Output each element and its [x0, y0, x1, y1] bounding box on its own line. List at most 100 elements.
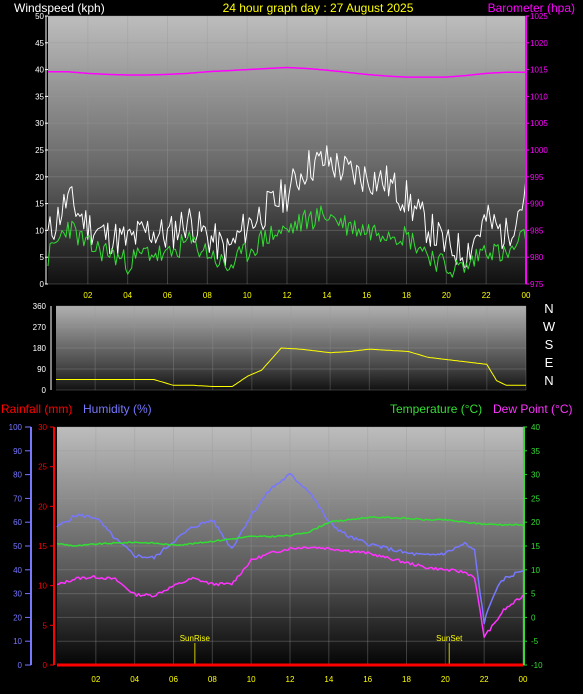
- x-tick-label: 18: [402, 291, 411, 300]
- temperature-label: Temperature (°C): [390, 402, 482, 416]
- barometer-tick-label: 975: [530, 280, 544, 289]
- gust-series: [47, 145, 527, 268]
- humidity-tick-label: 10: [13, 637, 22, 646]
- humidity-tick-label: 70: [13, 494, 22, 503]
- temperature-tick-label: -5: [531, 637, 539, 646]
- barometer-tick-label: 1000: [530, 146, 548, 155]
- x-tick-label: 04: [123, 291, 132, 300]
- windspeed-tick-label: 50: [35, 12, 44, 21]
- rain-tick-label: 5: [43, 621, 48, 630]
- sun-annotation: SunSet: [436, 634, 463, 643]
- direction-series: [56, 347, 526, 387]
- barometer-tick-label: 995: [530, 173, 544, 182]
- direction-tick-label: 180: [33, 344, 47, 353]
- direction-tick-label: 0: [42, 386, 47, 395]
- rain-tick-label: 0: [43, 661, 48, 670]
- rain-tick-label: 10: [38, 582, 47, 591]
- temperature-tick-label: 15: [531, 542, 540, 551]
- x-tick-label: 22: [480, 675, 489, 684]
- barometer-tick-label: 1025: [530, 12, 548, 21]
- temperature-tick-label: 10: [531, 566, 540, 575]
- barometer-tick-label: 980: [530, 253, 544, 262]
- climate-panel-bg: [57, 427, 523, 665]
- humidity-tick-label: 60: [13, 518, 22, 527]
- x-tick-label: 12: [283, 291, 292, 300]
- x-tick-label: 08: [208, 675, 217, 684]
- humidity-label: Humidity (%): [83, 402, 152, 416]
- humidity-tick-label: 80: [13, 471, 22, 480]
- x-tick-label: 20: [442, 291, 451, 300]
- temperature-tick-label: 5: [531, 590, 536, 599]
- temperature-tick-label: 30: [531, 471, 540, 480]
- axis-layer: 0510152025303540455097598098599099510001…: [9, 12, 549, 684]
- temperature-tick-label: 35: [531, 447, 540, 456]
- x-tick-label: 08: [203, 291, 212, 300]
- temperature-tick-label: 20: [531, 518, 540, 527]
- x-tick-label: 10: [243, 291, 252, 300]
- windspeed-tick-label: 45: [35, 39, 44, 48]
- sun-annotation: SunRise: [180, 634, 211, 643]
- humidity-tick-label: 100: [9, 423, 23, 432]
- temperature-tick-label: 0: [531, 613, 536, 622]
- barometer-tick-label: 985: [530, 226, 544, 235]
- compass-label: W: [543, 319, 556, 334]
- rain-tick-label: 15: [38, 542, 47, 551]
- humidity-tick-label: 20: [13, 613, 22, 622]
- x-tick-label: 06: [169, 675, 178, 684]
- rain-tick-label: 30: [38, 423, 47, 432]
- windspeed-tick-label: 20: [35, 173, 44, 182]
- grid-layer: [48, 15, 527, 666]
- barometer-tick-label: 990: [530, 200, 544, 209]
- windspeed-tick-label: 30: [35, 119, 44, 128]
- x-tick-label: 14: [322, 291, 331, 300]
- x-tick-label: 14: [324, 675, 333, 684]
- temperature-tick-label: 40: [531, 423, 540, 432]
- x-tick-label: 20: [441, 675, 450, 684]
- x-tick-label: 06: [163, 291, 172, 300]
- windspeed-tick-label: 25: [35, 146, 44, 155]
- x-tick-label: 02: [83, 291, 92, 300]
- direction-tick-label: 90: [37, 365, 46, 374]
- temperature-series: [56, 515, 524, 547]
- average-series: [47, 205, 527, 278]
- compass-label: N: [544, 373, 553, 388]
- x-tick-label: 12: [286, 675, 295, 684]
- humidity-tick-label: 0: [18, 661, 23, 670]
- barometer-series: [48, 66, 526, 78]
- x-tick-label: 04: [130, 675, 139, 684]
- x-tick-label: 00: [522, 291, 531, 300]
- compass-label: E: [545, 355, 554, 370]
- humidity-tick-label: 90: [13, 447, 22, 456]
- windspeed-tick-label: 5: [40, 253, 45, 262]
- windspeed-tick-label: 10: [35, 226, 44, 235]
- humidity-tick-label: 50: [13, 542, 22, 551]
- x-tick-label: 10: [247, 675, 256, 684]
- direction-tick-label: 360: [33, 302, 47, 311]
- x-tick-label: 18: [402, 675, 411, 684]
- windspeed-tick-label: 40: [35, 66, 44, 75]
- barometer-tick-label: 1020: [530, 39, 548, 48]
- windspeed-tick-label: 35: [35, 92, 44, 101]
- rain-tick-label: 25: [38, 463, 47, 472]
- x-tick-label: 02: [91, 675, 100, 684]
- windspeed-tick-label: 15: [35, 200, 44, 209]
- series-layer: [47, 66, 527, 667]
- temperature-tick-label: -10: [531, 661, 543, 670]
- rain-tick-label: 20: [38, 502, 47, 511]
- x-tick-label: 16: [362, 291, 371, 300]
- barometer-label: Barometer (hpa): [488, 1, 575, 15]
- direction-panel-bg: [56, 306, 526, 390]
- humidity-tick-label: 40: [13, 566, 22, 575]
- windspeed-label: Windspeed (kph): [14, 1, 105, 15]
- dewpoint-series: [56, 546, 524, 638]
- humidity-series: [56, 472, 524, 625]
- temperature-tick-label: 25: [531, 494, 540, 503]
- rainfall-label: Rainfall (mm): [1, 402, 72, 416]
- direction-tick-label: 270: [33, 323, 47, 332]
- compass-label: S: [545, 337, 554, 352]
- dewpoint-label: Dew Point (°C): [493, 402, 572, 416]
- x-tick-label: 00: [519, 675, 528, 684]
- chart-title: 24 hour graph day : 27 August 2025: [223, 1, 414, 15]
